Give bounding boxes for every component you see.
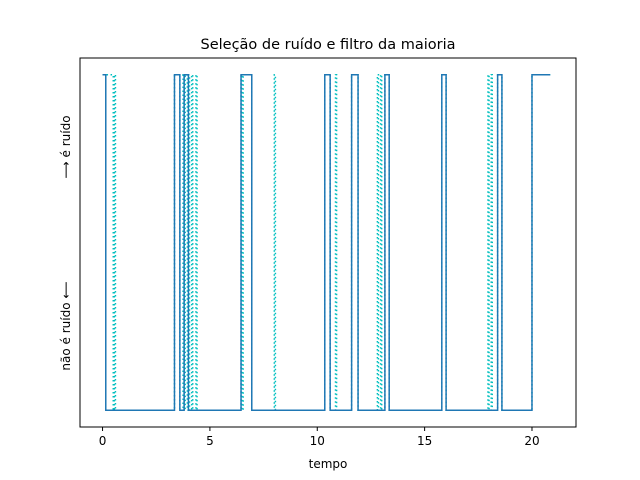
x-tick-label: 10 xyxy=(310,434,325,448)
x-tick-label: 20 xyxy=(524,434,539,448)
x-tick-label: 5 xyxy=(206,434,214,448)
x-tick-label: 15 xyxy=(417,434,432,448)
series-layer xyxy=(102,74,551,411)
chart-title: Seleção de ruído e filtro da maioria xyxy=(201,37,456,53)
x-tick-label: 0 xyxy=(99,434,107,448)
series-majority-filter-solid xyxy=(102,74,551,411)
axes-frame xyxy=(79,57,577,428)
y-label-not-noise: não é ruído ⟵ xyxy=(59,281,73,370)
y-label-is-noise: ⟶ é ruído xyxy=(59,115,73,178)
x-axis-ticks: 0 5 10 15 20 xyxy=(99,427,540,448)
x-axis-label: tempo xyxy=(309,457,348,471)
